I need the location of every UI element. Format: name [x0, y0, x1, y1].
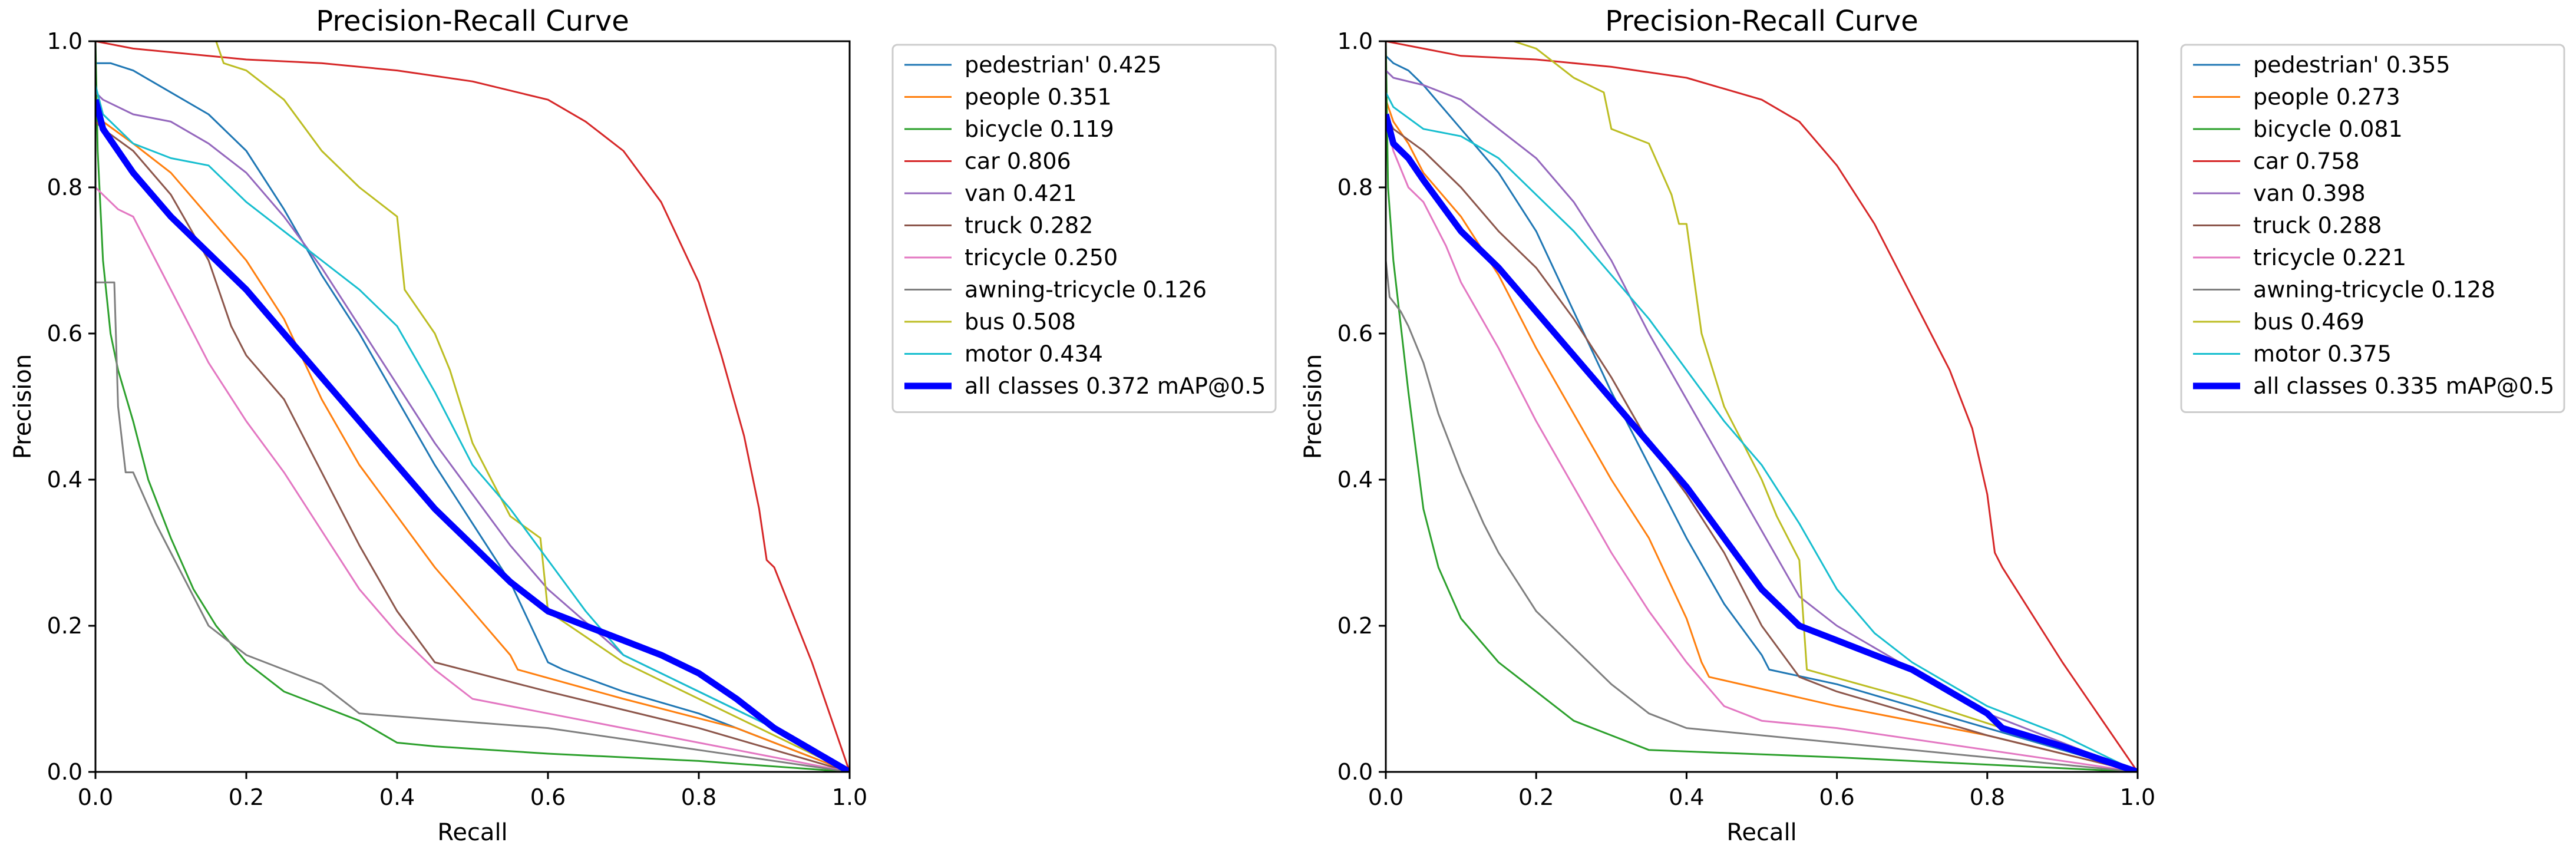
series-line-people [1386, 99, 2138, 772]
legend-entry: pedestrian' 0.425 [965, 52, 1162, 78]
x-tick-label: 0.6 [530, 784, 566, 810]
series-line-truck [95, 121, 850, 772]
x-tick-label: 0.4 [1669, 784, 1704, 810]
x-tick-label: 0.4 [379, 784, 415, 810]
legend-entry: truck 0.288 [2253, 213, 2382, 239]
series-line-motor [95, 85, 850, 772]
y-tick-label: 0.0 [47, 759, 82, 785]
x-tick-label: 0.0 [1368, 784, 1403, 810]
series-line-people [95, 113, 850, 772]
axes-frame [1385, 40, 2139, 773]
series-line-pedestrian [95, 62, 850, 772]
legend-entry: tricycle 0.250 [965, 245, 1118, 270]
series-group [95, 41, 850, 772]
x-tick-label: 0.6 [1819, 784, 1854, 810]
plot-area [95, 41, 850, 772]
y-axis-label: Precision [1300, 354, 1327, 459]
series-line-bus [1513, 41, 2138, 772]
legend-entry: all classes 0.335 mAP@0.5 [2253, 373, 2554, 399]
series-line-awning-tricycle [1386, 260, 2138, 772]
series-line-van [1386, 70, 2138, 772]
series-line-awning-tricycle [95, 281, 850, 772]
legend-entry: bus 0.508 [965, 309, 1076, 335]
x-tick-label: 0.2 [229, 784, 264, 810]
series-line-bicycle [95, 41, 850, 772]
series-line-all [1386, 113, 2138, 772]
series-line-car [1386, 41, 2138, 772]
series-line-tricycle [1386, 121, 2138, 772]
legend-entry: people 0.351 [965, 84, 1112, 110]
legend-entry: pedestrian' 0.355 [2253, 52, 2450, 78]
legend-entry: motor 0.434 [965, 341, 1103, 367]
series-line-bus [215, 41, 850, 772]
y-tick-label: 0.8 [47, 174, 82, 200]
legend-entry: awning-tricycle 0.128 [2253, 277, 2495, 303]
x-axis-label: Recall [1726, 819, 1796, 846]
x-tick-label: 0.0 [78, 784, 113, 810]
legend-entry: tricycle 0.221 [2253, 245, 2406, 270]
y-tick-label: 1.0 [1337, 28, 1373, 54]
series-line-motor [1386, 92, 2138, 772]
legend: pedestrian' 0.425 people 0.351 bicycle 0.1… [891, 44, 1277, 413]
legend-entry: car 0.758 [2253, 148, 2360, 174]
legend-entry: people 0.273 [2253, 84, 2400, 110]
legend-entry: all classes 0.372 mAP@0.5 [965, 373, 1266, 399]
series-line-all [95, 98, 850, 772]
x-tick-label: 0.2 [1518, 784, 1554, 810]
legend-entry: awning-tricycle 0.126 [965, 277, 1207, 303]
legend-entry: van 0.421 [965, 180, 1077, 206]
y-tick-label: 0.2 [47, 613, 82, 639]
chart-panel-1: 0.0 0.2 0.4 0.6 0.8 1.0 0.0 0.2 0.4 0.6 0.8 1.0 Prec… [9, 5, 1277, 846]
legend-entry: van 0.398 [2253, 180, 2366, 206]
x-tick-label: 1.0 [832, 784, 867, 810]
y-tick-label: 0.8 [1337, 174, 1373, 200]
legend-entry: truck 0.282 [965, 213, 1093, 239]
series-line-car [95, 41, 850, 772]
legend: pedestrian' 0.355 people 0.273 bicycle 0.0… [2180, 44, 2565, 413]
series-line-truck [1386, 114, 2138, 772]
legend-entry: bicycle 0.119 [965, 116, 1114, 142]
series-line-bicycle [1386, 41, 2138, 772]
y-axis-label: Precision [9, 354, 37, 459]
plot-area [1386, 41, 2138, 772]
axes-frame [94, 40, 851, 773]
series-line-tricycle [95, 186, 850, 772]
y-tick-label: 0.4 [1337, 467, 1373, 493]
series-group [1386, 41, 2138, 772]
x-tick-label: 1.0 [2120, 784, 2155, 810]
x-tick-label: 0.8 [1970, 784, 2005, 810]
y-tick-label: 0.4 [47, 467, 82, 493]
legend-entry: motor 0.375 [2253, 341, 2392, 367]
y-tick-label: 0.2 [1337, 613, 1373, 639]
series-line-pedestrian [1386, 55, 2138, 772]
legend-box [891, 44, 1277, 413]
legend-entry: bus 0.469 [2253, 309, 2364, 335]
chart-title: Precision-Recall Curve [1605, 5, 1918, 38]
y-tick-label: 0.6 [47, 321, 82, 346]
legend-box [2180, 44, 2565, 413]
legend-entry: bicycle 0.081 [2253, 116, 2403, 142]
chart-panel-2: 0.0 0.2 0.4 0.6 0.8 1.0 0.0 0.2 0.4 0.6 0.8 1.0 Prec… [1300, 5, 2565, 846]
x-tick-label: 0.8 [681, 784, 716, 810]
y-tick-label: 1.0 [47, 28, 82, 54]
chart-title: Precision-Recall Curve [316, 5, 629, 38]
x-axis-label: Recall [437, 819, 507, 846]
legend-entry: car 0.806 [965, 148, 1071, 174]
y-tick-label: 0.0 [1337, 759, 1373, 785]
y-tick-label: 0.6 [1337, 321, 1373, 346]
